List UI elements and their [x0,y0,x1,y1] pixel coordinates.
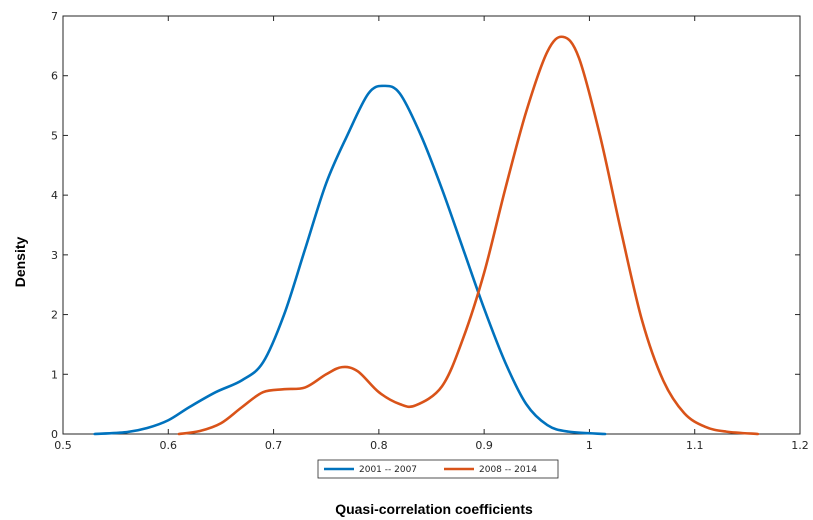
y-tick-label: 6 [51,70,58,83]
x-tick-label: 1.1 [686,439,704,452]
x-tick-label: 0.6 [160,439,178,452]
y-tick-label: 4 [51,189,58,202]
y-tick-label: 5 [51,129,58,142]
legend-label-2: 2008 -- 2014 [479,465,537,475]
x-tick-label: 0.7 [265,439,283,452]
plot-frame [62,15,801,435]
legend: 2001 -- 2007 2008 -- 2014 [317,459,559,479]
y-tick-label: 3 [51,249,58,262]
y-axis-title: Density [12,237,28,288]
plot-area [62,15,801,435]
x-axis-title: Quasi-correlation coefficients [335,501,533,517]
x-tick-label: 0.9 [475,439,493,452]
y-tick-label: 2 [51,309,58,322]
legend-box [317,459,559,479]
y-tick-label: 1 [51,368,58,381]
x-tick-label: 0.8 [370,439,388,452]
x-tick-label: 1 [586,439,593,452]
y-tick-label: 0 [51,428,58,441]
y-tick-label: 7 [51,10,58,23]
series-line-2 [177,35,760,436]
x-tick-label: 1.2 [791,439,809,452]
series-line-1 [93,84,607,436]
series-lines [93,35,760,436]
x-tick-label: 0.5 [54,439,72,452]
legend-label-1: 2001 -- 2007 [359,465,417,475]
y-axis-ticks: 0 1 2 3 4 5 6 7 [51,10,800,441]
x-axis-ticks: 0.5 0.6 0.7 0.8 0.9 1 1.1 1.2 [54,16,809,452]
